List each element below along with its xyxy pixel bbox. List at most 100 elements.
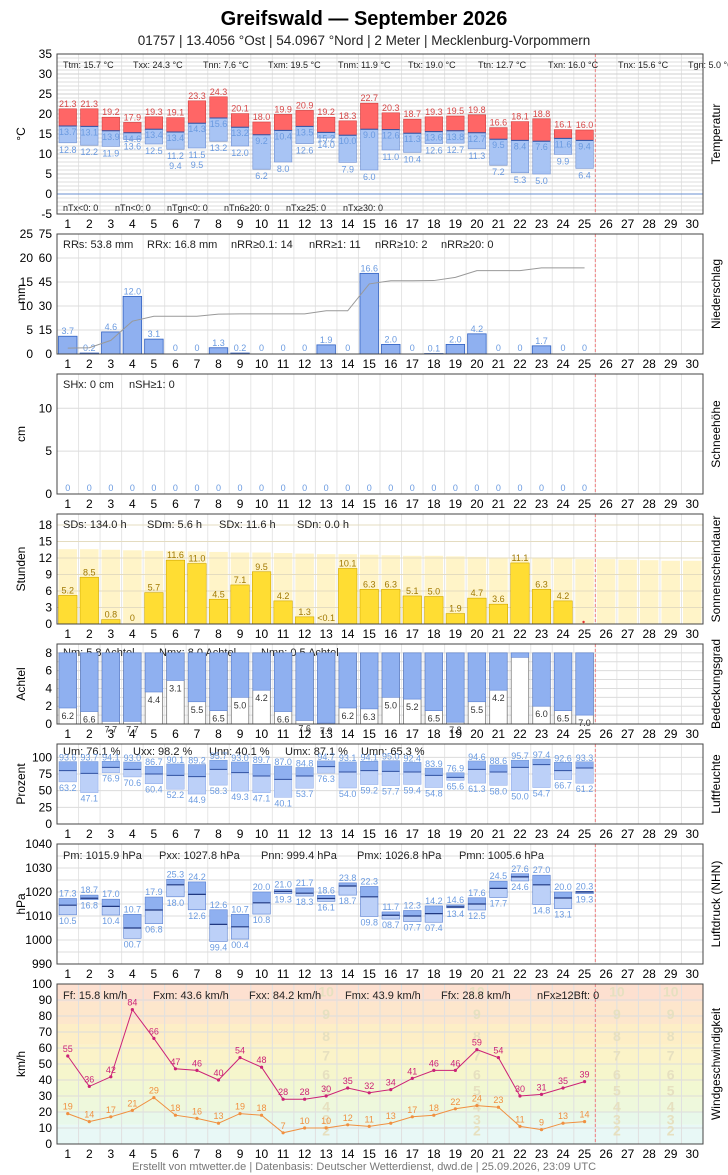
sun-bar [445, 613, 465, 625]
press-max-label: 17.6 [468, 888, 486, 898]
rain-bar [531, 345, 552, 355]
mean-wind-point [303, 1126, 307, 1130]
gust-label: 54 [493, 1046, 503, 1056]
x-tick-label: 17 [406, 627, 420, 641]
press-min-label: 18.3 [296, 897, 314, 907]
humid-min-label: 60.4 [145, 785, 163, 795]
x-tick-label: 9 [237, 727, 244, 741]
press-min-label: 10.8 [253, 915, 271, 925]
tmax-label: 18.1 [511, 112, 529, 122]
press-lower-bar [424, 913, 443, 923]
tmax-bar [360, 102, 379, 130]
press-max-label: 21.0 [274, 880, 292, 890]
press-lower-bar [230, 926, 250, 940]
x-tick-label: 22 [513, 967, 527, 981]
humid-min-label: 61.3 [468, 784, 486, 794]
cloud-bar [80, 652, 99, 712]
press-max-label: 22.3 [360, 876, 378, 886]
tmax-bar [317, 116, 336, 133]
x-tick-label: 5 [151, 1147, 158, 1161]
gust-label: 39 [580, 1070, 590, 1080]
x-tick-label: 12 [298, 1147, 312, 1161]
humid-lower-bar [575, 767, 594, 784]
press-upper-bar [467, 897, 486, 905]
cloud-label: 6.6 [83, 715, 96, 725]
stat-label: Fmx: 43.9 km/h [345, 990, 421, 1002]
x-tick-label: 10 [255, 967, 269, 981]
humid-lower-bar [187, 776, 206, 795]
humid-max-label: 86.7 [145, 757, 163, 767]
sun-label: 5.7 [148, 583, 161, 593]
press-upper-bar [360, 886, 379, 898]
press-lower-bar [489, 888, 508, 898]
sun-label: 4.2 [557, 591, 570, 601]
humid-lower-bar [58, 770, 77, 783]
tmin-label: 14.0 [317, 140, 335, 150]
y-tick-label: 1040 [25, 837, 52, 851]
press-min-label: 06.8 [145, 925, 163, 935]
x-tick-label: 30 [686, 967, 700, 981]
x-tick-label: 27 [621, 967, 635, 981]
mean-wind-point [259, 1113, 264, 1117]
cloud-bar [575, 652, 594, 716]
tmin-label: 12.5 [145, 146, 163, 156]
sun-label: 1.3 [298, 607, 311, 617]
tmin-label: 6.2 [255, 171, 268, 181]
y-tick-label: 10 [39, 401, 53, 415]
panel-border [56, 743, 704, 825]
rain-bar [144, 338, 164, 355]
mean-wind-point [432, 1113, 436, 1117]
cloud-bar [317, 652, 336, 724]
rain-label: 2.0 [385, 334, 398, 344]
x-tick-label: 10 [255, 217, 269, 231]
humid-max-label: 95.7 [210, 751, 228, 761]
x-tick-label: 1 [64, 627, 71, 641]
y-tick-label: 35 [39, 47, 53, 61]
x-tick-label: 6 [172, 1147, 179, 1161]
press-max-label: 14.6 [447, 895, 465, 905]
cloud-bar [381, 652, 400, 698]
tmax-bar [209, 96, 228, 119]
press-min-label: 09.8 [360, 917, 378, 927]
press-upper-bar [101, 898, 120, 907]
humid-min-label: 54.0 [339, 789, 357, 799]
y-tick-label: 12 [39, 551, 53, 565]
x-tick-label: 30 [686, 497, 700, 511]
x-tick-label: 17 [406, 827, 420, 841]
tmean-label: 9.0 [363, 130, 376, 140]
y-tick-label: 0 [45, 717, 52, 731]
x-tick-label: 28 [642, 217, 656, 231]
x-tick-label: 24 [556, 217, 570, 231]
mean-wind-point [389, 1121, 393, 1125]
rain-label: 4.2 [471, 324, 484, 334]
mean-wind-point [518, 1124, 522, 1128]
mean-wind-point [87, 1120, 91, 1124]
humid-max-label: 89.7 [253, 755, 271, 765]
gust-label: 84 [127, 998, 137, 1008]
stat-label: Pxx: 1027.8 hPa [159, 850, 241, 862]
x-tick-label: 12 [298, 827, 312, 841]
snow-label: 0 [216, 483, 221, 493]
y-axis-label: Achtel [14, 667, 28, 700]
x-tick-label: 2 [86, 357, 93, 371]
tmean-label: 13.7 [59, 127, 77, 137]
press-lower-bar [123, 927, 142, 939]
x-tick-label: 12 [298, 627, 312, 641]
x-tick-label: 23 [535, 1147, 549, 1161]
mean-wind-label: 23 [493, 1095, 503, 1105]
mean-wind-point [195, 1116, 199, 1120]
y-tick-label: 20 [39, 1105, 53, 1119]
sun-bar [58, 595, 78, 625]
panel-precipitation: 1 2 3 4 5 6 7 8 9 10 11 12 13 14 15 16 17 18 19 20 21 22 23 24 2… [14, 227, 723, 371]
sun-label: 9.5 [255, 562, 268, 572]
x-tick-label: 8 [215, 727, 222, 741]
tmax-bar [252, 121, 271, 136]
gust-point [453, 1068, 457, 1072]
x-tick-label: 4 [129, 967, 136, 981]
press-max-label: 10.7 [231, 904, 249, 914]
humid-min-label: 61.2 [576, 784, 594, 794]
cloud-label: 6.5 [428, 714, 441, 724]
x-tick-label: 14 [341, 217, 355, 231]
